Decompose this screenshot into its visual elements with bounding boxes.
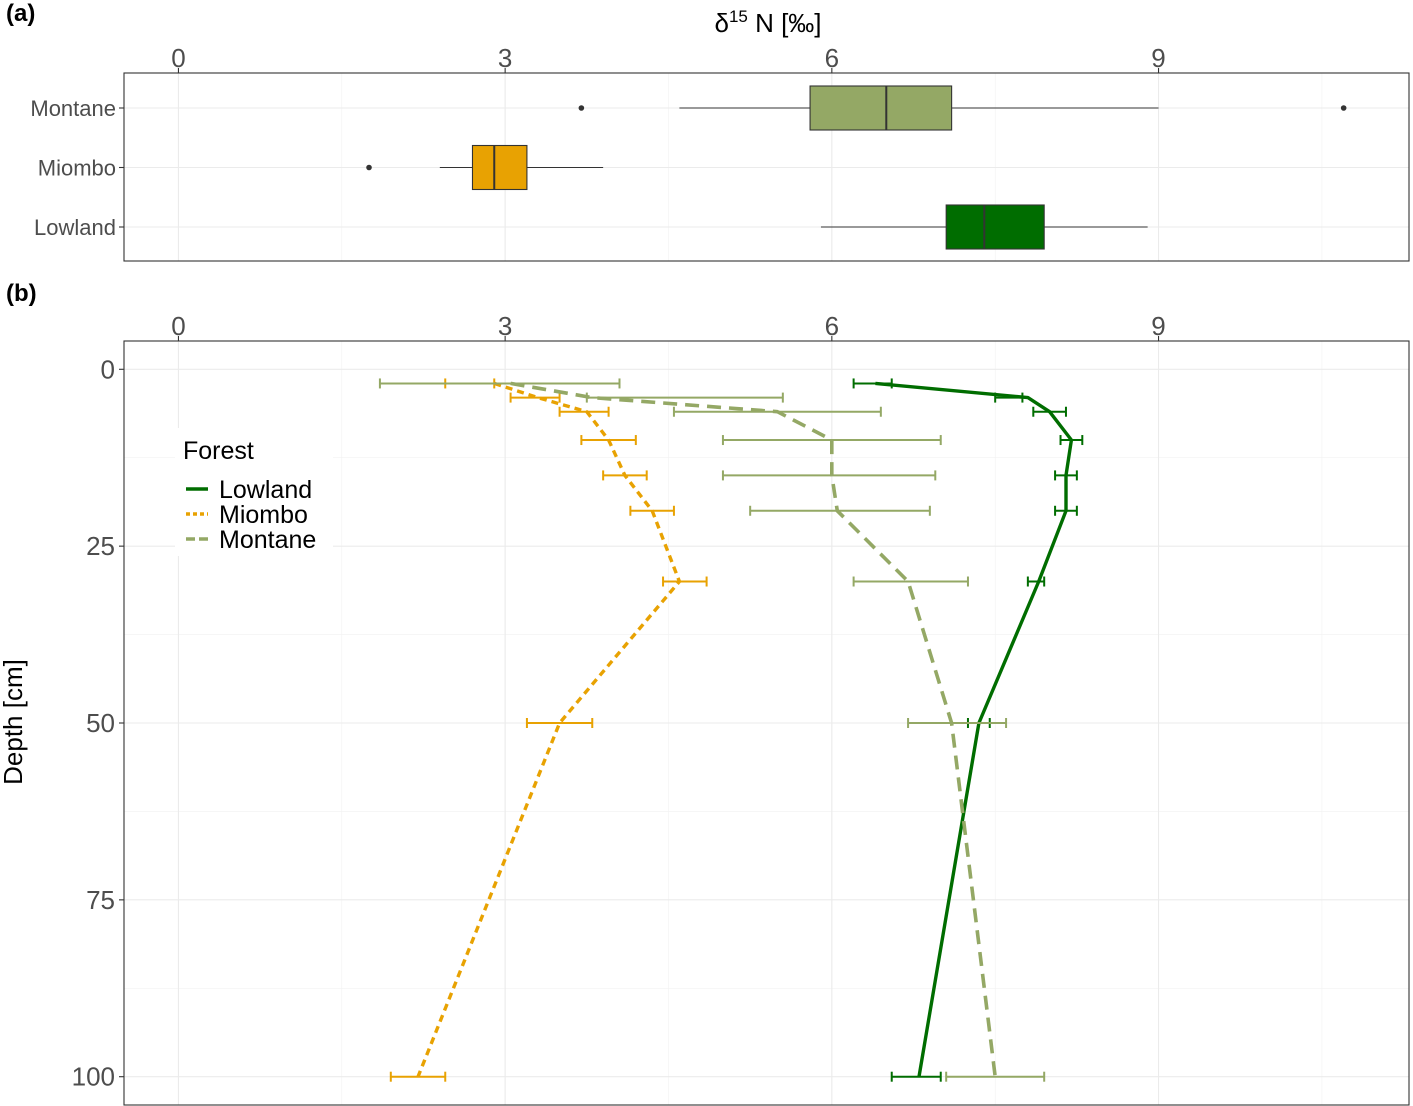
panel-b-label: (b) <box>6 280 37 307</box>
x-tick-label: 6 <box>825 43 839 73</box>
x-axis-title-delta: δ <box>714 8 728 38</box>
legend-title: Forest <box>183 437 254 465</box>
x-axis-title-superscript: 15 <box>729 7 748 26</box>
error-bar <box>907 718 1008 728</box>
box-iqr <box>471 144 528 191</box>
box-iqr <box>945 204 1045 250</box>
x-axis-title: δ15 N [‰] <box>714 7 821 38</box>
legend-background <box>175 428 333 556</box>
box-miombo <box>366 144 604 191</box>
category-label: Miombo <box>38 156 116 181</box>
y-tick-label: 75 <box>86 885 115 915</box>
category-label: Montane <box>30 96 116 121</box>
y-tick-label: 0 <box>101 354 115 384</box>
legend-label-montane: Montane <box>219 526 316 554</box>
outlier-point <box>366 164 372 171</box>
x-tick-label: 0 <box>171 43 185 73</box>
category-label: Lowland <box>34 215 116 240</box>
legend-label-lowland: Lowland <box>219 476 312 504</box>
y-tick-label: 50 <box>86 708 115 738</box>
box-plot-panel: 0 3 6 9 Montane Miombo Lowland <box>30 43 1410 262</box>
error-bar <box>852 576 969 587</box>
series-montane <box>378 378 1046 1082</box>
x-tick-label: 3 <box>498 43 512 73</box>
y-tick-label: 25 <box>86 531 115 561</box>
error-bar <box>721 470 937 481</box>
error-bar <box>525 718 594 728</box>
x-tick-label: 0 <box>171 311 185 341</box>
series-lowland <box>852 378 1084 1082</box>
x-axis-title-rest: N [‰] <box>748 8 822 38</box>
outlier-point <box>1340 105 1347 111</box>
error-bar <box>378 378 621 389</box>
x-tick-label: 9 <box>1151 311 1165 341</box>
x-tick-label: 6 <box>825 311 839 341</box>
error-bar <box>509 392 561 403</box>
box-lowland <box>820 204 1148 250</box>
series-line <box>875 381 1074 1077</box>
depth-profile-panel: 0 3 6 9 0 25 50 75 100 <box>72 311 1410 1106</box>
box-montane <box>578 85 1347 131</box>
y-axis-title: Depth [cm] <box>0 659 28 785</box>
x-tick-label: 9 <box>1151 43 1165 73</box>
error-bar <box>721 435 942 446</box>
y-tick-label: 100 <box>72 1062 115 1092</box>
x-tick-label: 3 <box>498 311 512 341</box>
outlier-point <box>578 105 585 111</box>
error-bar <box>749 505 931 516</box>
error-bar <box>662 576 708 587</box>
error-bar <box>890 1071 942 1082</box>
error-bar <box>945 1071 1046 1082</box>
series-line <box>510 381 997 1077</box>
panel-a-label: (a) <box>6 0 35 27</box>
box-iqr <box>809 85 953 131</box>
series-line <box>416 381 682 1078</box>
error-bar <box>1026 576 1046 587</box>
legend-label-miombo: Miombo <box>219 501 308 529</box>
error-bar <box>558 406 610 417</box>
